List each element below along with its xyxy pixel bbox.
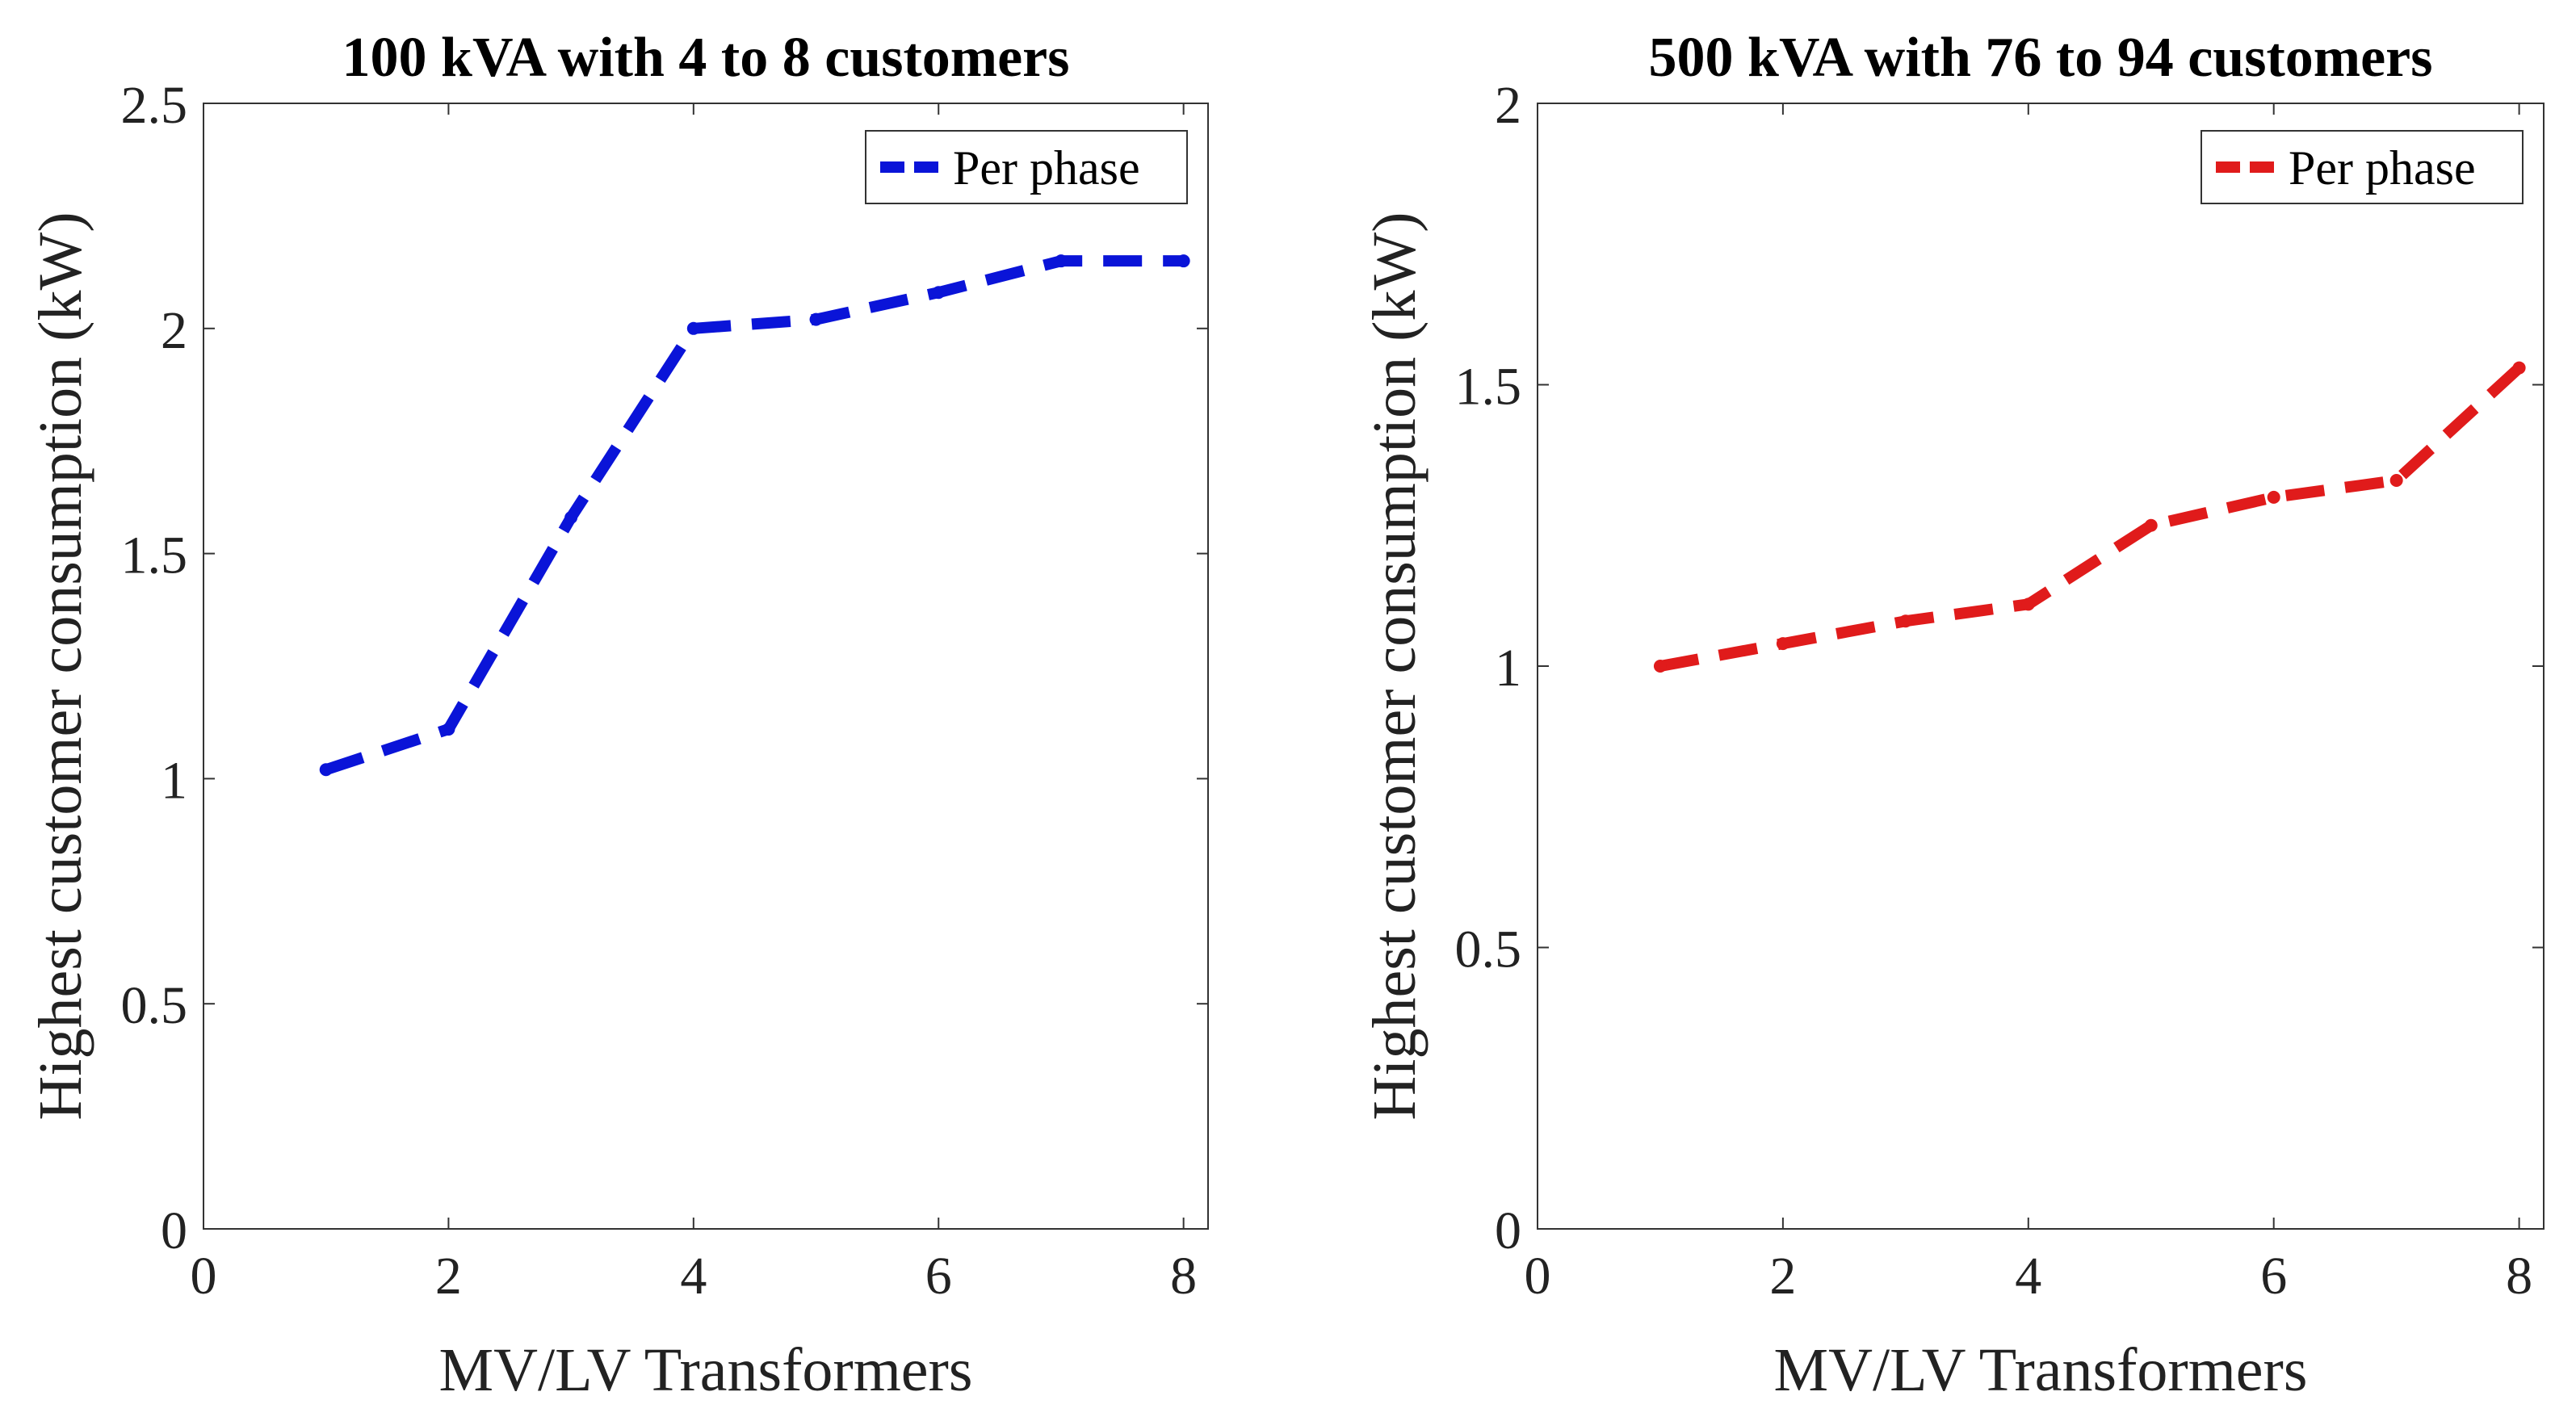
right-ytick-label-1: 0.5 [1455,920,1522,979]
right-chart-title: 500 kVA with 76 to 94 customers [1649,27,2433,89]
left-data-point-4 [809,312,823,326]
right-ytick-label-3: 1.5 [1455,358,1522,417]
right-series-line-0 [1659,363,2524,672]
right-ytick-label-4: 2 [1495,76,1521,135]
right-data-point-3 [2021,597,2035,611]
right-xtick-label-3: 6 [2260,1247,2287,1306]
left-ytick-label-5: 2.5 [121,76,188,135]
left-series-line-0 [324,255,1184,775]
right-data-point-0 [1653,660,1667,673]
left-data-point-7 [1177,254,1190,268]
left-xtick-label-2: 4 [680,1247,707,1306]
right-x-axis-label: MV/LV Transformers [1774,1336,2308,1404]
right-data-point-6 [2389,473,2403,487]
left-xtick-label-3: 6 [925,1247,952,1306]
right-data-point-2 [1898,614,1912,628]
right-xtick-label-1: 2 [1769,1247,1796,1306]
right-legend-label: Per phase [2289,141,2476,195]
left-data-point-6 [1054,254,1068,268]
left-x-axis-label: MV/LV Transformers [439,1336,973,1404]
left-data-point-0 [319,763,333,777]
left-data-point-1 [442,723,455,736]
left-legend-label: Per phase [953,141,1140,195]
left-chart-title: 100 kVA with 4 to 8 customers [342,27,1070,89]
right-data-point-5 [2267,490,2280,504]
right-data-point-4 [2144,518,2158,532]
left-ytick-label-2: 1 [161,751,187,810]
right-y-axis-label: Highest customer consumption (kW) [1361,212,1429,1120]
left-y-axis-label: Highest customer consumption (kW) [27,212,94,1120]
right-ytick-label-0: 0 [1495,1201,1521,1260]
left-data-point-5 [932,286,946,300]
left-data-point-3 [686,321,700,335]
left-xtick-label-1: 2 [435,1247,462,1306]
right-data-point-1 [1776,637,1789,651]
left-ytick-label-1: 0.5 [121,976,188,1035]
left-xtick-label-0: 0 [191,1247,217,1306]
left-axes-box [203,103,1209,1230]
right-ytick-label-2: 1 [1495,639,1521,698]
left-xtick-label-4: 8 [1170,1247,1197,1306]
left-ytick-label-4: 2 [161,301,187,360]
left-ytick-label-3: 1.5 [121,526,188,585]
right-xtick-label-0: 0 [1525,1247,1551,1306]
right-data-point-7 [2512,361,2526,375]
left-ytick-label-0: 0 [161,1201,187,1260]
right-xtick-label-4: 8 [2506,1247,2532,1306]
right-xtick-label-2: 4 [2015,1247,2041,1306]
left-data-point-2 [564,510,578,524]
